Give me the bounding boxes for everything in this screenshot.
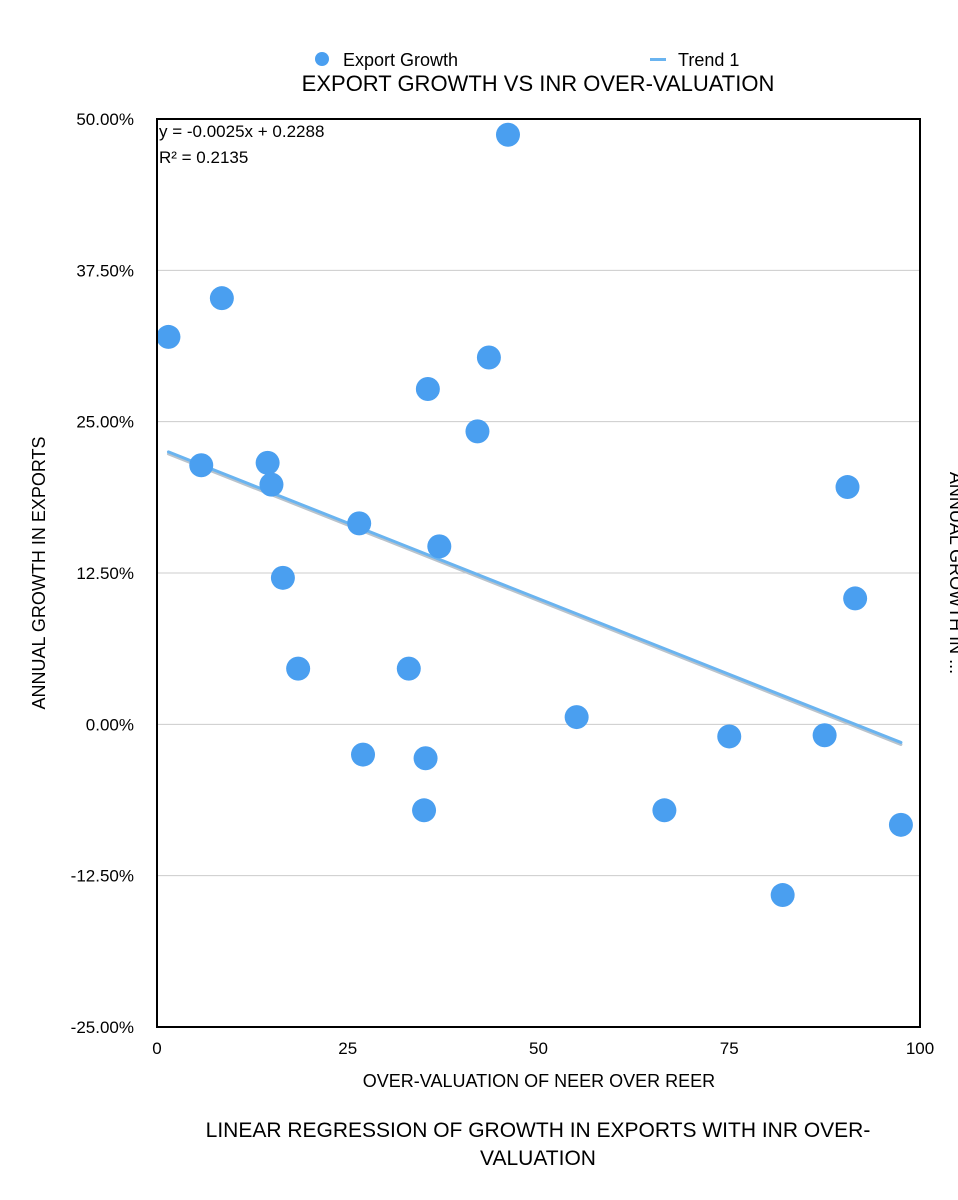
y-tick-label: 37.50% <box>76 261 134 280</box>
data-point <box>717 724 742 749</box>
data-point <box>255 450 280 475</box>
data-point <box>270 565 295 590</box>
x-tick-label: 100 <box>906 1039 934 1058</box>
caption-line-1: LINEAR REGRESSION OF GROWTH IN EXPORTS W… <box>206 1119 871 1142</box>
data-point <box>564 705 589 730</box>
legend-dot-marker <box>315 52 329 66</box>
y-axis-label: ANNUAL GROWTH IN EXPORTS <box>29 436 49 709</box>
x-tick-label: 75 <box>720 1039 739 1058</box>
data-point <box>427 534 452 559</box>
trend-r-squared: R² = 0.2135 <box>159 148 248 167</box>
caption-line-2: VALUATION <box>480 1147 596 1170</box>
y-tick-label: 25.00% <box>76 413 134 432</box>
data-point <box>396 656 421 681</box>
data-point <box>209 286 234 311</box>
secondary-y-axis-label: ANNUAL GROWTH IN ... <box>946 472 958 674</box>
data-point <box>413 746 438 771</box>
y-axis-ticks: -25.00% -12.50% 0.00% 12.50% 25.00% 37.50% 50.… <box>71 110 134 1037</box>
data-point <box>843 586 868 611</box>
legend-line-marker <box>650 58 666 61</box>
trendline <box>166 450 903 744</box>
plot-area-border <box>156 118 921 1028</box>
y-tick-label: -12.50% <box>71 867 134 886</box>
legend: Export Growth Trend 1 <box>315 50 739 70</box>
x-tick-label: 25 <box>338 1039 357 1058</box>
y-tick-label: 12.50% <box>76 564 134 583</box>
data-points <box>156 122 913 908</box>
data-point <box>412 798 437 823</box>
trendline-group <box>166 450 903 746</box>
y-tick-label: 50.00% <box>76 110 134 129</box>
x-axis-ticks: 0 25 50 75 100 <box>152 1039 934 1058</box>
gridlines <box>157 269 920 877</box>
data-point <box>476 345 501 370</box>
y-tick-label: -25.00% <box>71 1018 134 1037</box>
chart-title: EXPORT GROWTH VS INR OVER-VALUATION <box>302 71 775 96</box>
trend-equation: y = -0.0025x + 0.2288 <box>159 122 324 141</box>
x-tick-label: 0 <box>152 1039 161 1058</box>
x-axis-label: OVER-VALUATION OF NEER OVER REER <box>363 1071 715 1091</box>
legend-label-trend: Trend 1 <box>678 50 739 70</box>
legend-label-export-growth: Export Growth <box>343 50 458 70</box>
data-point <box>465 419 490 444</box>
y-tick-label: 0.00% <box>86 715 134 734</box>
data-point <box>812 723 837 748</box>
trendline-shadow <box>166 452 903 746</box>
x-tick-label: 50 <box>529 1039 548 1058</box>
data-point <box>156 324 181 349</box>
data-point <box>770 883 795 908</box>
data-point <box>888 812 913 837</box>
data-point <box>189 453 214 478</box>
data-point <box>495 122 520 147</box>
data-point <box>835 475 860 500</box>
data-point <box>415 376 440 401</box>
data-point <box>259 472 284 497</box>
data-point <box>286 656 311 681</box>
data-point <box>347 511 372 536</box>
data-point <box>351 742 376 767</box>
data-point <box>652 798 677 823</box>
